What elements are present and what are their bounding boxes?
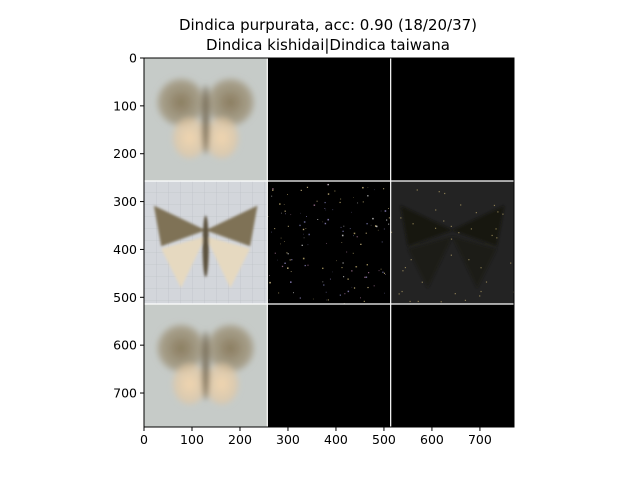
- y-tick-label: 600: [113, 338, 137, 353]
- chart-title: Dindica purpurata, acc: 0.90 (18/20/37): [179, 16, 477, 34]
- x-tick-label: 300: [276, 432, 300, 447]
- x-tick-label: 400: [324, 432, 348, 447]
- x-tick-label: 500: [372, 432, 396, 447]
- y-tick-label: 100: [113, 98, 137, 113]
- x-tick-label: 700: [468, 432, 492, 447]
- x-tick-label: 200: [228, 432, 252, 447]
- tile-separators: [144, 58, 514, 427]
- tile-r2-c0: [144, 304, 268, 427]
- y-tick-label: 400: [113, 242, 137, 257]
- tile-r2-c1: [267, 304, 391, 427]
- tile-r0-c2: [390, 58, 514, 181]
- y-tick-label: 300: [113, 194, 137, 209]
- tile-r1-c1: [267, 181, 391, 304]
- y-tick-label: 700: [113, 386, 137, 401]
- y-axis-ticks: 0 100 200 300 400 500 600 700: [113, 51, 144, 401]
- y-tick-label: 500: [113, 290, 137, 305]
- tile-r1-c0: [144, 181, 268, 304]
- x-tick-label: 0: [140, 432, 148, 447]
- tile-r0-c0: [144, 58, 268, 181]
- image-tiles: [144, 58, 515, 427]
- tile-r2-c2: [390, 304, 514, 427]
- chart-subtitle: Dindica kishidai|Dindica taiwana: [206, 36, 450, 54]
- x-tick-label: 600: [420, 432, 444, 447]
- tile-r1-c2: [390, 181, 515, 304]
- y-tick-label: 0: [129, 51, 137, 66]
- tile-r0-c1: [267, 58, 391, 181]
- x-axis-ticks: 0 100 200 300 400 500 600 700: [140, 427, 492, 447]
- axes-frame: [143, 57, 515, 428]
- x-tick-label: 100: [180, 432, 204, 447]
- y-tick-label: 200: [113, 146, 137, 161]
